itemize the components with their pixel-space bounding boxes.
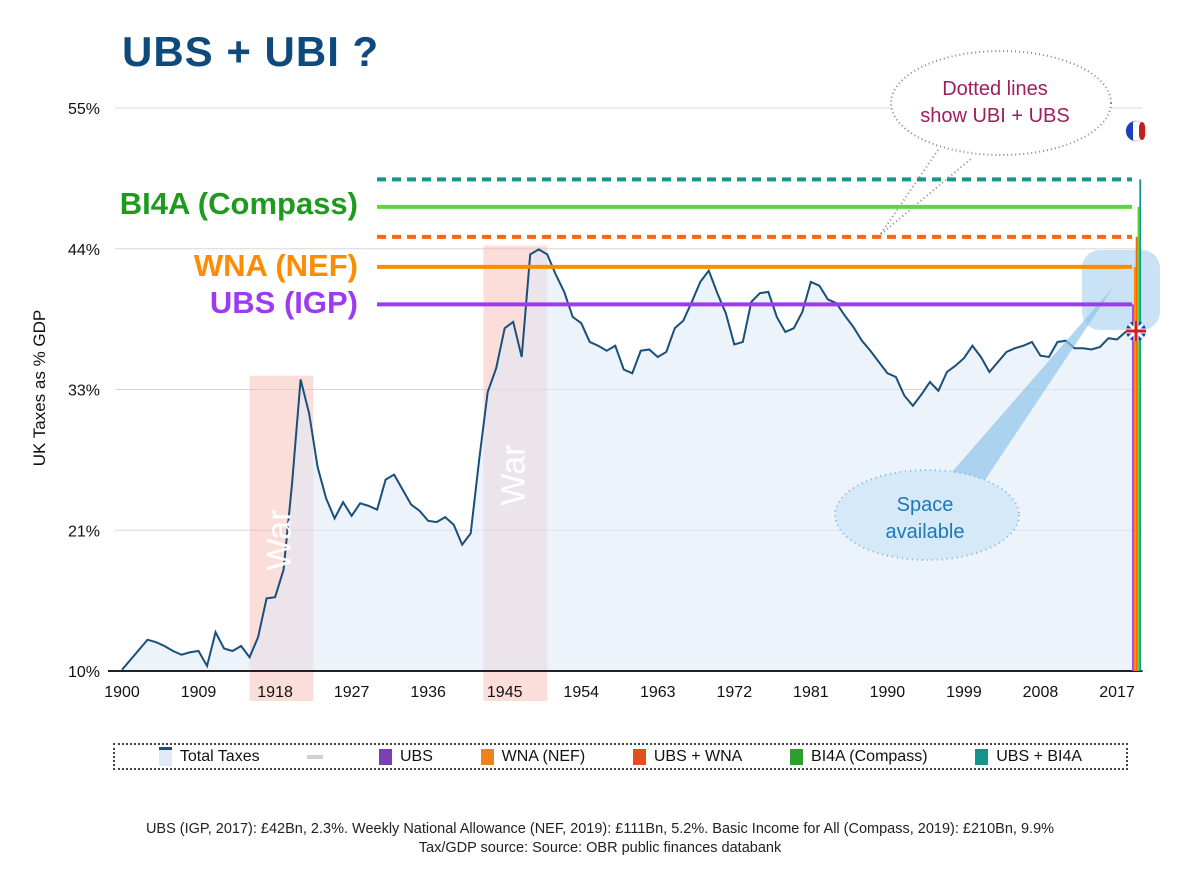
y-tick-label: 55% — [68, 101, 100, 118]
legend-item: UBS + BI4A — [975, 748, 1082, 766]
y-tick-label: 10% — [68, 664, 100, 681]
legend-swatch — [379, 748, 392, 765]
legend-swatch — [975, 748, 989, 765]
legend-label: UBS + WNA — [653, 747, 743, 765]
x-tick-label: 1954 — [563, 684, 599, 701]
y-tick-label: 33% — [68, 383, 100, 400]
legend-label: WNA (NEF) — [501, 747, 586, 765]
y-tick-label: 44% — [68, 242, 100, 259]
dotted-callout-pointer — [879, 149, 973, 236]
bi4a-label: BI4A (Compass) — [119, 186, 358, 221]
legend-label: UBS — [400, 747, 433, 765]
total-taxes-line — [121, 248, 1135, 671]
war-label: War — [260, 509, 298, 570]
legend: Total Taxes UBS WNA (NEF) UBS + WNA BI4A (Co… — [113, 743, 1128, 770]
legend-swatch — [158, 747, 172, 766]
x-tick-label: 1900 — [104, 684, 140, 701]
callout-line: show UBI + UBS — [920, 105, 1070, 127]
wna-label: WNA (NEF) — [193, 248, 358, 283]
legend-label: BI4A (Compass) — [811, 747, 928, 765]
page-title: UBS + UBI ? — [122, 28, 380, 75]
legend-swatch — [790, 748, 804, 765]
uk-flag-icon — [1126, 321, 1146, 341]
footer-line: Tax/GDP source: Source: OBR public finan… — [418, 840, 782, 856]
legend-item — [307, 754, 331, 759]
space-callout-pointer — [945, 285, 1115, 480]
dotted-lines-callout: Dotted lines show UBI + UBS — [895, 76, 1095, 130]
callout-line: available — [885, 521, 965, 543]
y-tick-label: 21% — [68, 523, 100, 540]
legend-swatch — [632, 748, 646, 765]
flag-blue — [1126, 121, 1136, 141]
x-tick-label: 1945 — [487, 684, 523, 701]
space-callout-bubble — [834, 469, 1020, 561]
ubs-label: UBS (IGP) — [209, 285, 358, 320]
legend-swatch — [480, 748, 494, 765]
war-label: War — [494, 444, 532, 505]
legend-item: UBS — [379, 748, 433, 766]
legend-item: Total Taxes — [158, 747, 260, 766]
footer-line: UBS (IGP, 2017): £42Bn, 2.3%. Weekly Nat… — [145, 821, 1055, 837]
flag-cross-red — [1126, 321, 1146, 341]
legend-item: WNA (NEF) — [480, 747, 586, 766]
callout-line: Space — [896, 494, 954, 516]
footer-notes: UBS (IGP, 2017): £42Bn, 2.3%. Weekly Nat… — [0, 820, 1200, 858]
x-tick-label: 1990 — [870, 684, 906, 701]
x-tick-label: 2008 — [1023, 684, 1059, 701]
legend-label: UBS + BI4A — [996, 747, 1083, 765]
space-available-callout: Space available — [840, 492, 1010, 546]
x-tick-label: 1927 — [334, 684, 370, 701]
x-tick-label: 2017 — [1099, 684, 1135, 701]
x-tick-label: 1981 — [793, 684, 829, 701]
legend-item: BI4A (Compass) — [790, 747, 928, 766]
legend-item: UBS + WNA — [632, 747, 743, 766]
legend-label: Total Taxes — [179, 747, 260, 765]
x-tick-label: 1936 — [410, 684, 446, 701]
total-taxes-area — [122, 249, 1137, 671]
space-highlight — [1082, 250, 1160, 330]
legend-swatch — [307, 754, 324, 759]
x-tick-label: 1999 — [946, 684, 982, 701]
callout-line: Dotted lines — [942, 78, 1048, 100]
x-tick-label: 1972 — [717, 684, 753, 701]
dotted-callout-bubble — [890, 50, 1112, 156]
x-tick-label: 1909 — [181, 684, 217, 701]
x-tick-label: 1963 — [640, 684, 676, 701]
france-flag-icon — [1125, 120, 1147, 142]
x-tick-label: 1918 — [257, 684, 293, 701]
flag-red — [1139, 122, 1145, 140]
y-axis-label: UK Taxes as % GDP — [30, 309, 49, 467]
